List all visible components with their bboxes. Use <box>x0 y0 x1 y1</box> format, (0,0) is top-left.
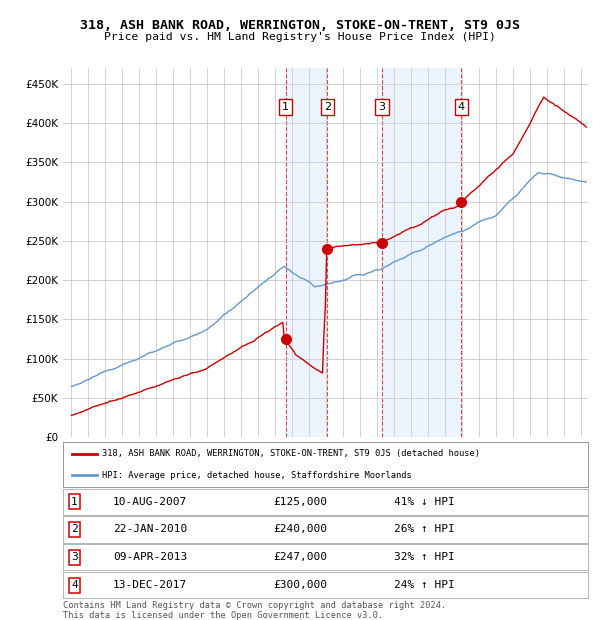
Bar <box>382 68 461 437</box>
Text: £240,000: £240,000 <box>273 525 327 534</box>
Text: 318, ASH BANK ROAD, WERRINGTON, STOKE-ON-TRENT, ST9 0JS (detached house): 318, ASH BANK ROAD, WERRINGTON, STOKE-ON… <box>103 449 481 458</box>
Text: 2: 2 <box>324 102 331 112</box>
Text: 1: 1 <box>282 102 289 112</box>
Text: £125,000: £125,000 <box>273 497 327 507</box>
Text: 4: 4 <box>458 102 465 112</box>
Text: £300,000: £300,000 <box>273 580 327 590</box>
Text: 22-JAN-2010: 22-JAN-2010 <box>113 525 187 534</box>
Text: 3: 3 <box>71 552 78 562</box>
Bar <box>286 68 328 437</box>
Text: 10-AUG-2007: 10-AUG-2007 <box>113 497 187 507</box>
Text: 24% ↑ HPI: 24% ↑ HPI <box>394 580 455 590</box>
Text: 3: 3 <box>379 102 385 112</box>
Text: Contains HM Land Registry data © Crown copyright and database right 2024.
This d: Contains HM Land Registry data © Crown c… <box>63 601 446 620</box>
Text: 32% ↑ HPI: 32% ↑ HPI <box>394 552 455 562</box>
Text: 2: 2 <box>71 525 78 534</box>
Text: 13-DEC-2017: 13-DEC-2017 <box>113 580 187 590</box>
Text: 41% ↓ HPI: 41% ↓ HPI <box>394 497 455 507</box>
Text: 4: 4 <box>71 580 78 590</box>
Text: 26% ↑ HPI: 26% ↑ HPI <box>394 525 455 534</box>
Text: 318, ASH BANK ROAD, WERRINGTON, STOKE-ON-TRENT, ST9 0JS: 318, ASH BANK ROAD, WERRINGTON, STOKE-ON… <box>80 19 520 32</box>
Text: HPI: Average price, detached house, Staffordshire Moorlands: HPI: Average price, detached house, Staf… <box>103 471 412 480</box>
Text: 09-APR-2013: 09-APR-2013 <box>113 552 187 562</box>
Text: Price paid vs. HM Land Registry's House Price Index (HPI): Price paid vs. HM Land Registry's House … <box>104 32 496 42</box>
Text: £247,000: £247,000 <box>273 552 327 562</box>
Text: 1: 1 <box>71 497 78 507</box>
